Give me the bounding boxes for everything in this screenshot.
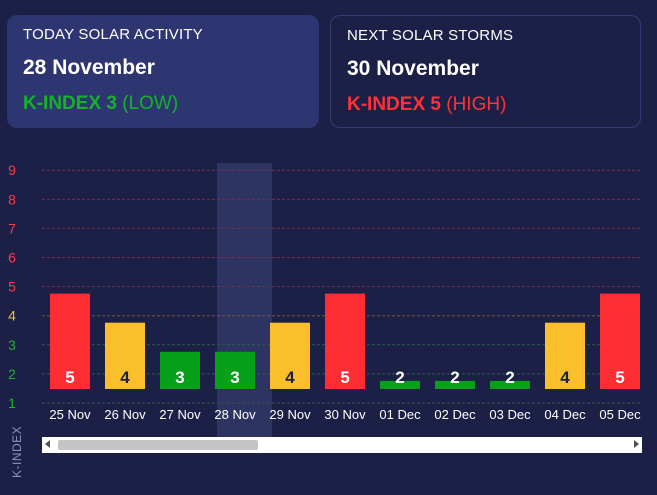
chart-scrollbar[interactable] [42, 437, 642, 453]
y-tick-label: 4 [8, 308, 16, 324]
next-k-label: K-INDEX 5 [347, 94, 441, 115]
y-tick-label: 1 [8, 395, 16, 411]
bar-value-label: 3 [175, 368, 184, 387]
next-k-index: K-INDEX 5 (HIGH) [347, 94, 624, 116]
today-date: 28 November [23, 56, 155, 79]
x-tick-label: 05 Dec [599, 407, 641, 422]
scroll-right-icon[interactable] [634, 440, 639, 448]
today-activity-card: TODAY SOLAR ACTIVITY 28 November K-INDEX… [7, 15, 319, 128]
bar-value-label: 2 [450, 368, 459, 387]
next-heading: NEXT SOLAR STORMS [347, 27, 514, 44]
bar-value-label: 2 [395, 368, 404, 387]
bar-value-label: 5 [65, 368, 74, 387]
x-tick-label: 25 Nov [49, 407, 91, 422]
bar [215, 351, 255, 389]
y-tick-label: 8 [8, 191, 16, 207]
x-tick-label: 30 Nov [324, 407, 366, 422]
bar [600, 293, 640, 389]
x-tick-label: 29 Nov [269, 407, 311, 422]
bar [160, 351, 200, 389]
bar-value-label: 5 [615, 368, 624, 387]
bar [380, 380, 420, 389]
x-tick-label: 04 Dec [544, 407, 586, 422]
bar-value-label: 3 [230, 368, 239, 387]
next-level: (HIGH) [446, 94, 507, 115]
y-tick-label: 6 [8, 250, 16, 266]
x-tick-label: 26 Nov [104, 407, 146, 422]
x-tick-label: 03 Dec [489, 407, 531, 422]
today-k-label: K-INDEX 3 [23, 93, 117, 114]
bar-value-label: 4 [285, 368, 295, 387]
bar-value-label: 4 [560, 368, 570, 387]
next-date: 30 November [347, 57, 479, 80]
highlight-band [217, 163, 272, 437]
y-tick-label: 3 [8, 337, 16, 353]
x-tick-label: 02 Dec [434, 407, 476, 422]
y-tick-label: 2 [8, 366, 16, 382]
bar [270, 322, 310, 389]
bar [435, 380, 475, 389]
bar-value-label: 4 [120, 368, 130, 387]
bar [105, 322, 145, 389]
x-tick-label: 01 Dec [379, 407, 421, 422]
bar-value-label: 5 [340, 368, 349, 387]
today-k-index: K-INDEX 3 (LOW) [23, 93, 303, 115]
today-heading: TODAY SOLAR ACTIVITY [23, 26, 203, 43]
x-tick-label: 28 Nov [214, 407, 256, 422]
today-level: (LOW) [122, 93, 179, 114]
bar-value-label: 2 [505, 368, 514, 387]
k-index-bar-chart: 1 2 3 4 5 6 7 8 9 5 25 Nov 4 26 Nov 3 27 Nov 3 28 Nov 4 29… [8, 162, 642, 437]
bar [50, 293, 90, 389]
x-tick-label: 27 Nov [159, 407, 201, 422]
bar [490, 380, 530, 389]
y-axis-label: K-INDEX [10, 425, 24, 478]
bar [325, 293, 365, 389]
scrollbar-thumb[interactable] [58, 440, 258, 450]
scroll-left-icon[interactable] [45, 440, 50, 448]
y-tick-label: 9 [8, 162, 16, 178]
next-storm-card: NEXT SOLAR STORMS 30 November K-INDEX 5 … [330, 15, 641, 128]
y-tick-label: 5 [8, 279, 16, 295]
y-tick-label: 7 [8, 220, 16, 236]
bar [545, 322, 585, 389]
